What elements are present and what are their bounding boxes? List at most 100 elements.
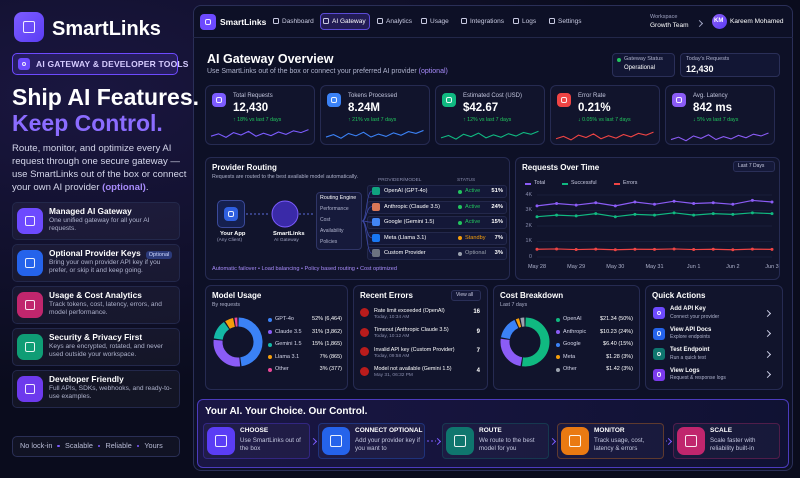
legend-dot (268, 367, 272, 372)
stat-label: Error Rate (578, 93, 606, 99)
data-point (770, 212, 774, 216)
error-time: Today, 09:58 AM (374, 353, 410, 359)
data-point (692, 202, 696, 206)
data-point (770, 200, 774, 204)
provider-share: 51% (491, 188, 503, 194)
legend-label: Google (563, 341, 581, 347)
donut-segment (515, 318, 522, 328)
engine-item: Availability (320, 228, 344, 234)
donut-segment (521, 317, 550, 367)
legend-dot (556, 317, 560, 322)
legend-label: OpenAI (563, 316, 582, 322)
feature-icon (17, 292, 43, 318)
overview-title: AI Gateway Overview (207, 52, 334, 66)
error-count: 7 (476, 348, 480, 354)
flow-icon (207, 427, 235, 455)
provider-name: OpenAI (GPT-4o) (384, 188, 428, 194)
provider-status: Optional (465, 250, 486, 257)
provider-icon (372, 202, 380, 211)
stat-value: 0.21% (578, 102, 611, 114)
icon-glyph (561, 97, 567, 103)
model-usage-panel (205, 285, 348, 390)
engine-item: Cost (320, 217, 331, 223)
overview-subtitle: Use SmartLinks out of the box or connect… (207, 68, 448, 76)
workspace: Growth Team (650, 22, 689, 29)
donut-segment (500, 338, 523, 367)
panel-title: Cost Breakdown (500, 291, 564, 300)
stat-delta: ↑ 21% vs last 7 days (348, 117, 397, 123)
quick-action-sub: Request & response logs (670, 375, 726, 381)
view-all-button[interactable] (451, 290, 481, 301)
status-dot (617, 58, 621, 62)
data-point (692, 248, 696, 252)
x-tick-label: May 30 (606, 264, 625, 270)
nav-active[interactable] (320, 13, 370, 30)
routing-engine (316, 192, 362, 250)
intro-highlight: (optional) (102, 182, 146, 193)
app-sub: (Any Client) (217, 238, 243, 243)
flow-step (318, 423, 425, 459)
icon-glyph (21, 61, 27, 67)
range-select[interactable] (733, 161, 775, 172)
engine-title: Routing Engine (320, 195, 357, 201)
routing-link (361, 190, 373, 222)
stat-icon (672, 93, 686, 107)
panel-title: Model Usage (212, 291, 262, 300)
routing-link (361, 206, 373, 222)
flow-step-title: SCALE (710, 427, 733, 434)
quick-action-title: Test Endpoint (670, 347, 710, 353)
provider-row (367, 231, 507, 245)
routing-footer: Automatic failover • Load balancing • Po… (212, 266, 397, 272)
x-tick-label: May 28 (527, 264, 547, 270)
x-tick-label: Jun 1 (686, 264, 701, 270)
badge-icon (18, 58, 30, 70)
legend-label: Total (534, 180, 546, 186)
data-point (711, 212, 715, 216)
error-icon (360, 347, 369, 356)
stat-value: 842 ms (693, 102, 733, 114)
icon-glyph (204, 18, 212, 26)
provider-icon (372, 218, 380, 227)
panel-subtitle: Last 7 days (500, 302, 528, 308)
stat-card (550, 85, 660, 145)
value-label: $1.42 (3%) (606, 366, 633, 372)
icon-glyph (569, 435, 581, 447)
value-label: $10.23 (24%) (599, 328, 633, 335)
data-point (594, 201, 598, 205)
stat-value: $42.67 (463, 102, 499, 114)
routing-link (361, 220, 373, 254)
requests-panel (515, 157, 780, 280)
quick-actions-panel (645, 285, 783, 390)
error-title: Invalid API key (Custom Provider) (374, 346, 455, 353)
status-box (612, 53, 675, 77)
icon-glyph (676, 97, 682, 103)
button-label: View all (456, 292, 474, 298)
nav-icon (513, 18, 519, 24)
flow-step (203, 423, 310, 459)
data-point (535, 215, 539, 219)
x-tick-label: Jun 2 (726, 264, 740, 270)
legend-label: GPT-4o (275, 316, 294, 322)
feature-tag: Optional (145, 251, 173, 259)
nav-item: Settings (558, 18, 582, 25)
donut-segment (213, 321, 230, 341)
provider-status: Standby (465, 234, 486, 241)
logo-icon (14, 12, 44, 42)
column-header: STATUS (457, 178, 476, 183)
sparkline (210, 129, 309, 139)
data-point (653, 202, 656, 206)
feature-title: Security & Privacy First (49, 332, 143, 342)
legend-label: Successful (571, 180, 597, 186)
status-dot (458, 236, 462, 241)
provider-share: 24% (491, 203, 503, 210)
panel-subtitle: By requests (212, 302, 240, 308)
data-point (594, 212, 598, 216)
data-point (672, 247, 676, 251)
flow-step-desc: We route to the best model for you (479, 437, 535, 452)
provider-name: Google (Gemini 1.5) (384, 219, 435, 226)
donut-segment (213, 339, 241, 367)
today-box (680, 53, 780, 77)
status-dot (458, 205, 462, 210)
sparkline (555, 131, 654, 141)
